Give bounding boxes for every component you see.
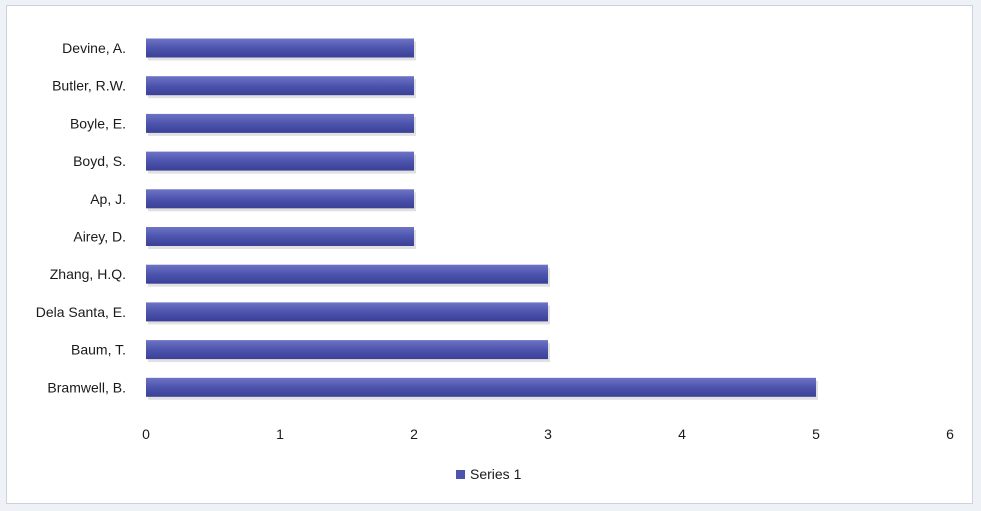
bar	[146, 151, 414, 171]
category-label: Dela Santa, E.	[36, 304, 126, 320]
bar	[146, 227, 414, 246]
category-label: Ap, J.	[90, 191, 126, 207]
category-label: Devine, A.	[62, 40, 126, 56]
x-tick-label: 5	[812, 426, 820, 442]
category-label: Bramwell, B.	[47, 379, 126, 395]
bar	[146, 340, 548, 360]
category-labels: Devine, A. Butler, R.W. Boyle, E. Boyd, S. A…	[36, 40, 126, 395]
x-tick-label: 0	[142, 426, 150, 442]
legend-label: Series 1	[470, 466, 522, 482]
x-tick-label: 6	[946, 426, 954, 442]
bars-layer	[146, 38, 818, 400]
x-tick-label: 2	[410, 426, 418, 442]
chart-frame: Devine, A. Butler, R.W. Boyle, E. Boyd, S. A…	[6, 5, 973, 504]
bar	[146, 302, 548, 322]
x-tick-label: 3	[544, 426, 552, 442]
category-label: Baum, T.	[71, 342, 126, 358]
category-label: Boyle, E.	[70, 115, 126, 131]
category-label: Butler, R.W.	[52, 78, 126, 94]
legend: Series 1	[456, 466, 522, 482]
bar	[146, 76, 414, 96]
bar	[146, 189, 414, 209]
legend-swatch	[456, 470, 465, 479]
bar	[146, 38, 414, 58]
x-tick-label: 4	[678, 426, 686, 442]
category-label: Boyd, S.	[73, 153, 126, 169]
x-tick-label: 1	[276, 426, 284, 442]
x-axis-ticks: 0 1 2 3 4 5 6	[142, 426, 954, 442]
bar	[146, 264, 548, 284]
bar	[146, 377, 816, 397]
category-label: Airey, D.	[73, 229, 126, 245]
bar	[146, 113, 414, 133]
category-label: Zhang, H.Q.	[50, 266, 126, 282]
bar-chart: Devine, A. Butler, R.W. Boyle, E. Boyd, S. A…	[36, 38, 954, 482]
